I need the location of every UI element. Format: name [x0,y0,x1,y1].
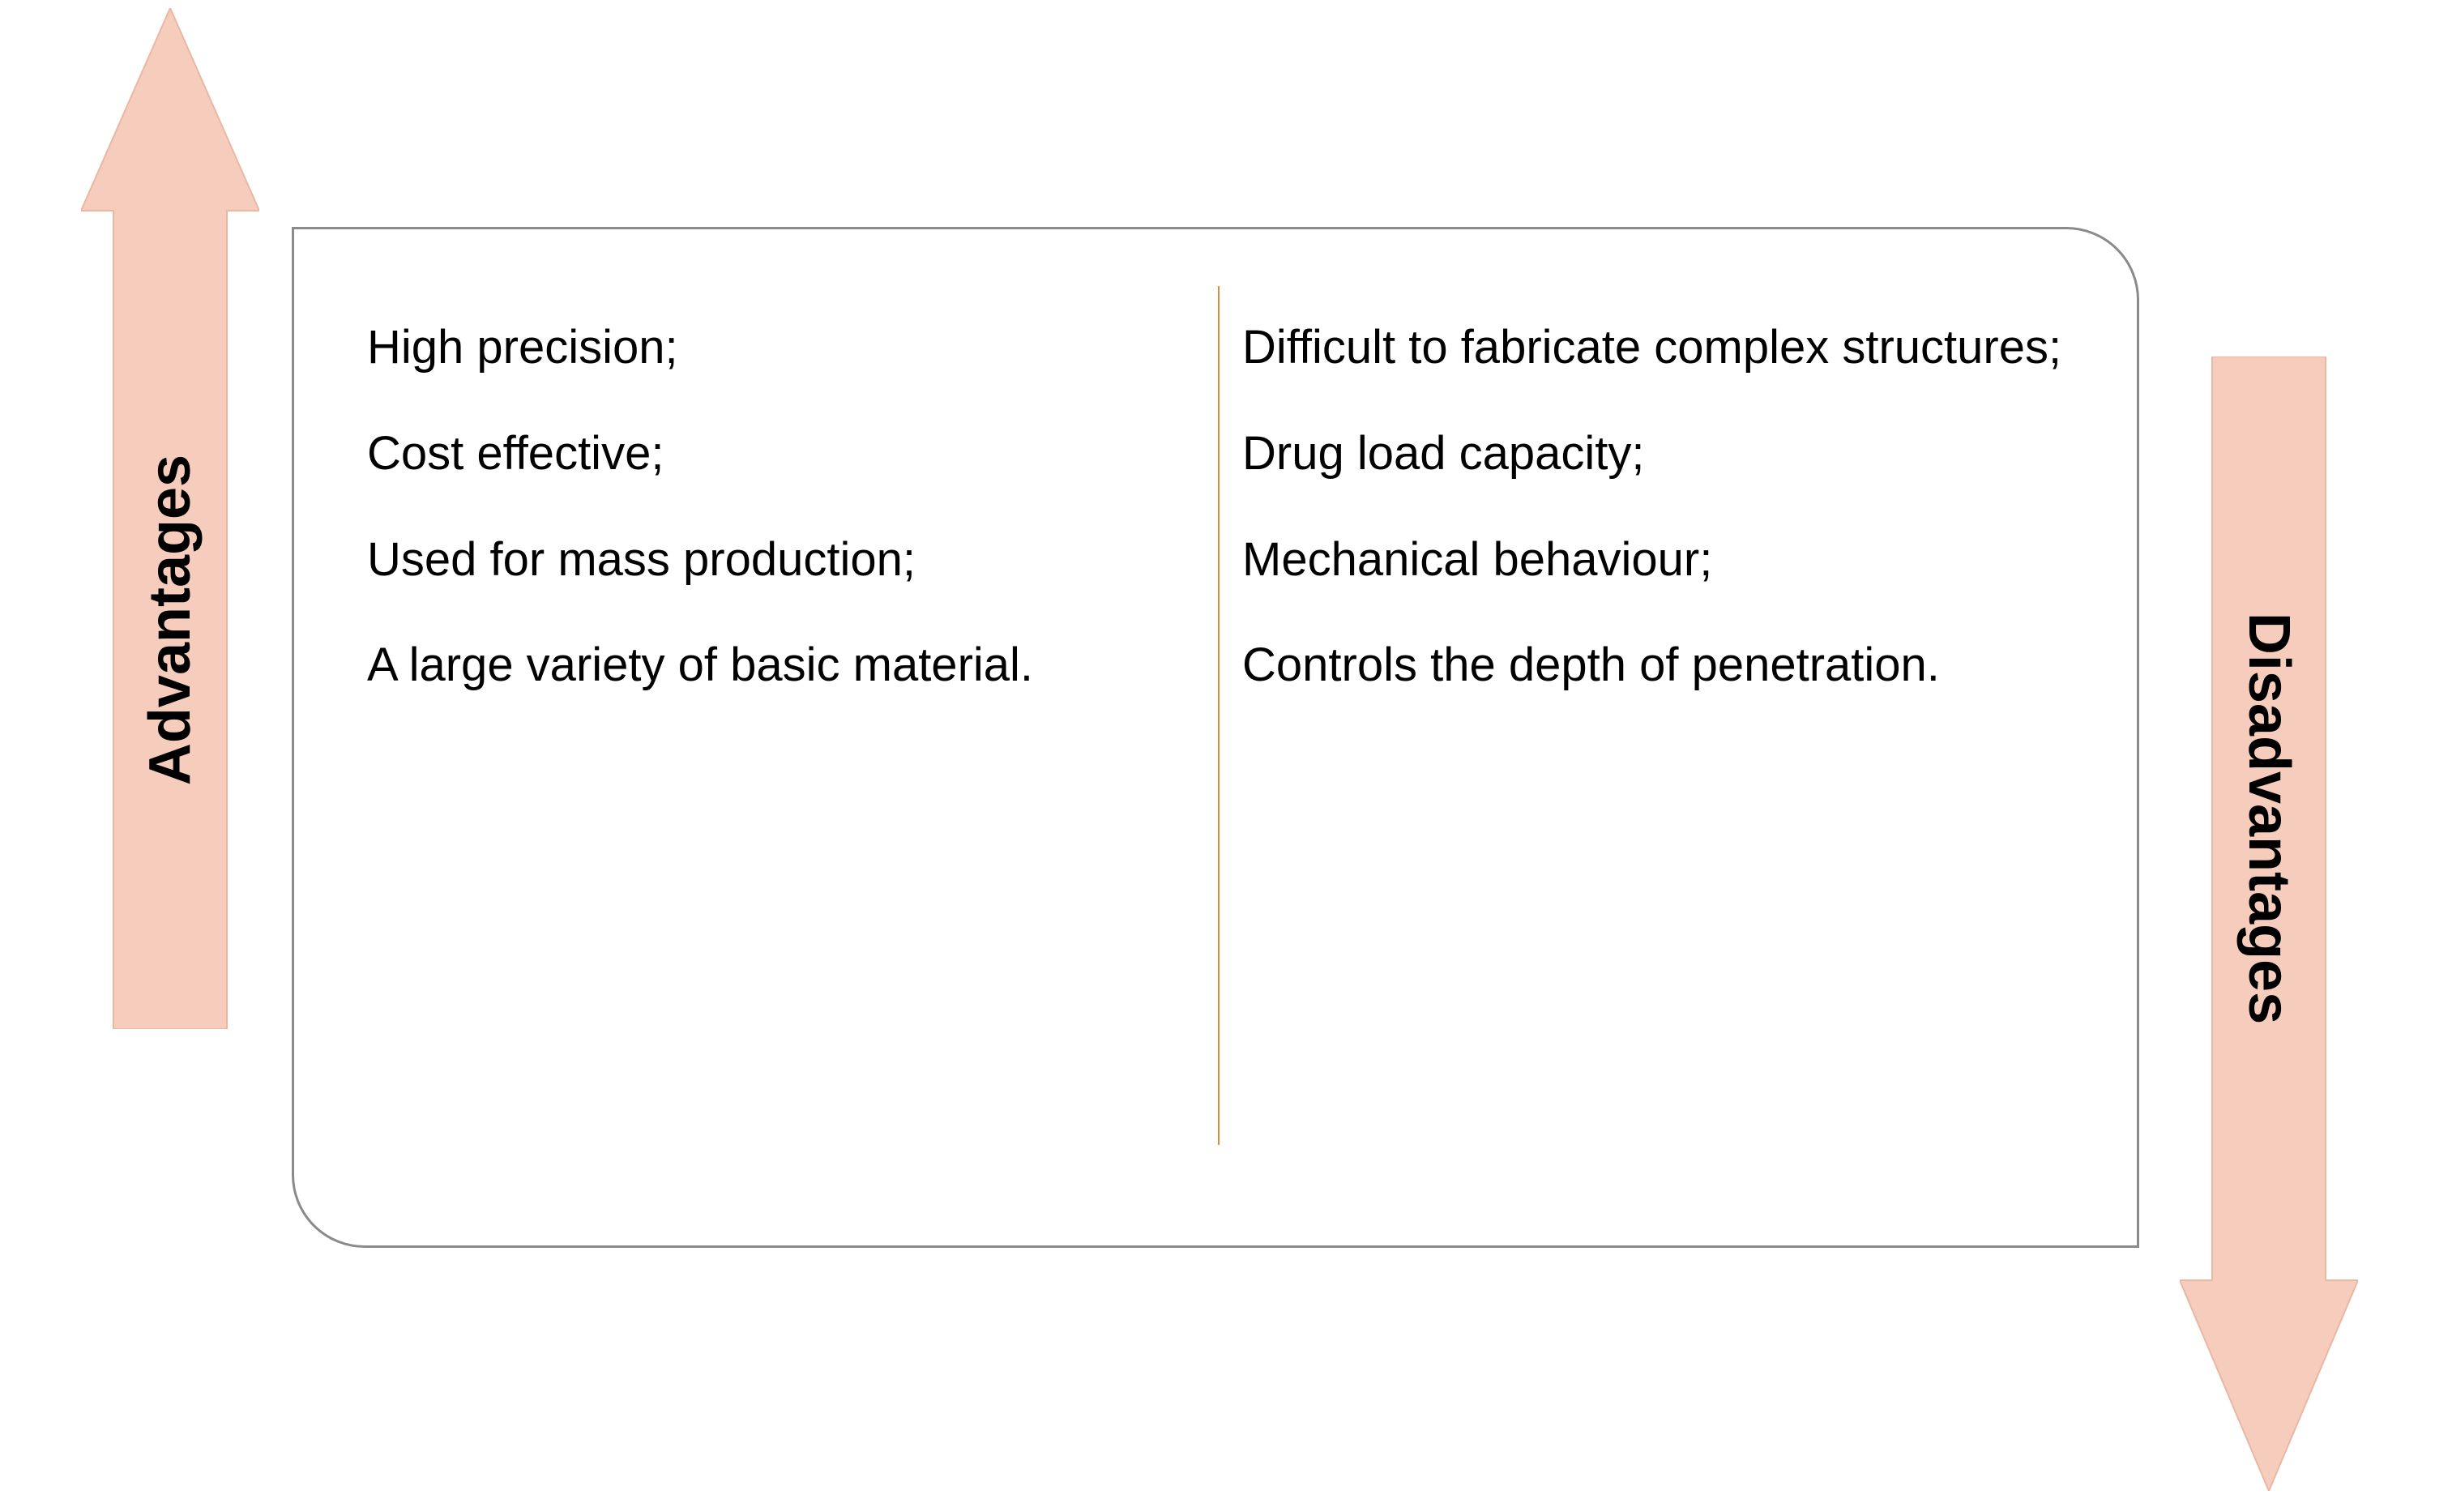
disadvantage-item: Difficult to fabricate complex structure… [1242,310,2069,386]
content-panel: High precision; Cost effective; Used for m… [292,227,2139,1248]
disadvantages-arrow: Disadvantages [2180,357,2358,1491]
disadvantage-item: Controls the depth of penetration. [1242,628,2069,703]
disadvantages-label: Disadvantages [2236,613,2302,1024]
advantage-item: High precision; [367,310,1194,386]
advantage-item: Used for mass production; [367,523,1194,598]
disadvantage-item: Mechanical behaviour; [1242,523,2069,598]
disadvantage-item: Drug load capacity; [1242,416,2069,492]
center-divider [1218,286,1220,1145]
advantages-label: Advantages [137,455,203,785]
advantages-arrow: Advantages [81,8,259,1029]
advantages-column: High precision; Cost effective; Used for m… [367,229,1194,1245]
advantage-item: A large variety of basic material. [367,628,1194,703]
diagram-stage: High precision; Cost effective; Used for m… [0,0,2452,1512]
advantage-item: Cost effective; [367,416,1194,492]
disadvantages-column: Difficult to fabricate complex structure… [1242,229,2069,1245]
